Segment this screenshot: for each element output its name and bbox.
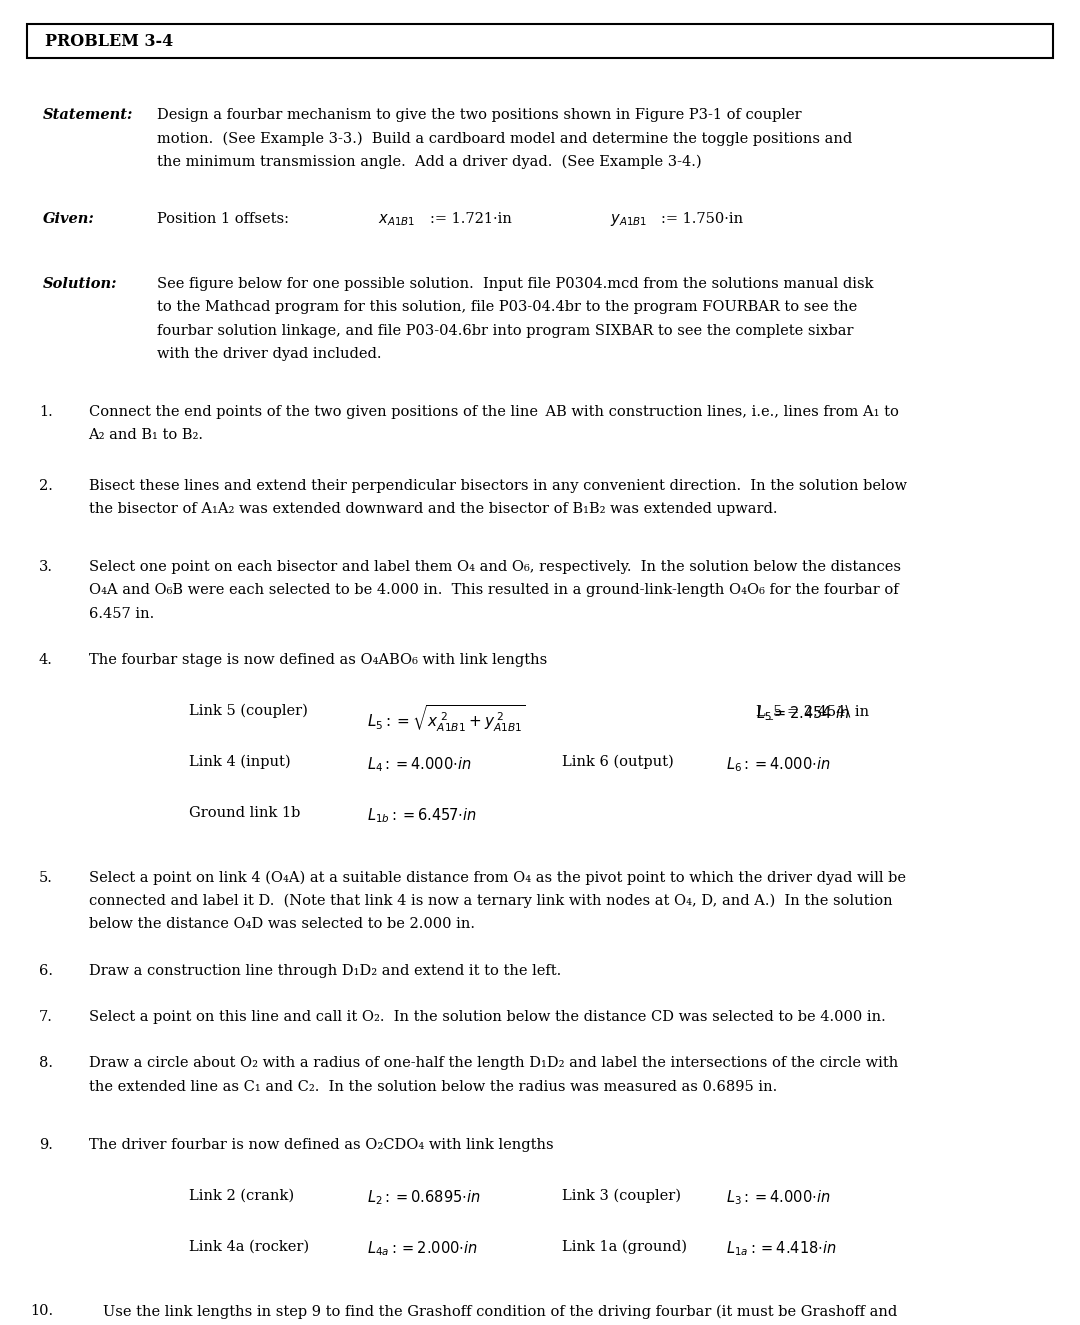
Text: below the distance O₄D was selected to be 2.000 in.: below the distance O₄D was selected to b… — [89, 917, 474, 931]
Text: Bisect these lines and extend their perpendicular bisectors in any convenient di: Bisect these lines and extend their perp… — [89, 478, 906, 493]
Text: Solution:: Solution: — [43, 277, 118, 292]
Text: Design a fourbar mechanism to give the two positions shown in Figure P3-1 of cou: Design a fourbar mechanism to give the t… — [157, 109, 801, 122]
Text: O₄A and O₆B were each selected to be 4.000 in.  This resulted in a ground-link-l: O₄A and O₆B were each selected to be 4.0… — [89, 583, 899, 598]
Text: Select a point on link 4 (O₄A) at a suitable distance from O₄ as the pivot point: Select a point on link 4 (O₄A) at a suit… — [89, 871, 905, 885]
Text: 7.: 7. — [39, 1010, 53, 1024]
Text: Connect the end points of the two given positions of the line  AB with construct: Connect the end points of the two given … — [89, 404, 899, 419]
Text: $L_{1b} := 6.457{\cdot}in$: $L_{1b} := 6.457{\cdot}in$ — [367, 806, 477, 824]
Text: L_5 = 2.454\ in: L_5 = 2.454\ in — [756, 704, 869, 718]
Text: := 1.721·in: := 1.721·in — [430, 212, 512, 227]
Text: Statement:: Statement: — [43, 109, 134, 122]
Text: := 1.750·in: := 1.750·in — [661, 212, 743, 227]
Text: Link 5 (coupler): Link 5 (coupler) — [189, 704, 308, 718]
Text: Select one point on each bisector and label them O₄ and O₆, respectively.  In th: Select one point on each bisector and la… — [89, 560, 901, 574]
Text: Link 1a (ground): Link 1a (ground) — [562, 1239, 687, 1253]
Text: 4.: 4. — [39, 653, 53, 666]
Text: Position 1 offsets:: Position 1 offsets: — [157, 212, 288, 227]
Text: $L_3 := 4.000{\cdot}in$: $L_3 := 4.000{\cdot}in$ — [726, 1189, 831, 1207]
Text: Select a point on this line and call it O₂.  In the solution below the distance : Select a point on this line and call it … — [89, 1010, 886, 1024]
Text: See figure below for one possible solution.  Input file P0304.mcd from the solut: See figure below for one possible soluti… — [157, 277, 873, 292]
Text: Ground link 1b: Ground link 1b — [189, 806, 300, 820]
Text: $y_{A1B1}$: $y_{A1B1}$ — [610, 212, 647, 228]
Text: 1.: 1. — [39, 404, 53, 419]
Text: motion.  (See Example 3-3.)  Build a cardboard model and determine the toggle po: motion. (See Example 3-3.) Build a cardb… — [157, 131, 852, 146]
Text: 10.: 10. — [30, 1304, 53, 1318]
Text: PROBLEM 3-4: PROBLEM 3-4 — [45, 33, 174, 49]
Text: $L_{1a} := 4.418{\cdot}in$: $L_{1a} := 4.418{\cdot}in$ — [726, 1239, 837, 1259]
Text: The fourbar stage is now defined as O₄ABO₆ with link lengths: The fourbar stage is now defined as O₄AB… — [89, 653, 546, 666]
Text: $L_{4a} := 2.000{\cdot}in$: $L_{4a} := 2.000{\cdot}in$ — [367, 1239, 478, 1259]
Text: $L_5 := \sqrt{x_{A1B1}^{\;2} + y_{A1B1}^{\;2}}$: $L_5 := \sqrt{x_{A1B1}^{\;2} + y_{A1B1}^… — [367, 704, 526, 734]
Text: Link 3 (coupler): Link 3 (coupler) — [562, 1189, 680, 1203]
Text: Link 4a (rocker): Link 4a (rocker) — [189, 1239, 309, 1253]
Text: connected and label it D.  (Note that link 4 is now a ternary link with nodes at: connected and label it D. (Note that lin… — [89, 894, 892, 909]
Text: with the driver dyad included.: with the driver dyad included. — [157, 347, 381, 360]
Text: 8.: 8. — [39, 1056, 53, 1071]
Text: A₂ and B₁ to B₂.: A₂ and B₁ to B₂. — [89, 428, 203, 443]
Text: The driver fourbar is now defined as O₂CDO₄ with link lengths: The driver fourbar is now defined as O₂C… — [89, 1137, 553, 1151]
Text: $L_6 := 4.000{\cdot}in$: $L_6 := 4.000{\cdot}in$ — [726, 755, 831, 774]
Text: Link 2 (crank): Link 2 (crank) — [189, 1189, 294, 1203]
Text: 6.: 6. — [39, 963, 53, 978]
Text: Given:: Given: — [43, 212, 95, 227]
Bar — [27, 24, 1053, 58]
Text: the extended line as C₁ and C₂.  In the solution below the radius was measured a: the extended line as C₁ and C₂. In the s… — [89, 1080, 777, 1093]
Text: Link 4 (input): Link 4 (input) — [189, 755, 291, 770]
Text: Draw a circle about O₂ with a radius of one-half the length D₁D₂ and label the i: Draw a circle about O₂ with a radius of … — [89, 1056, 897, 1071]
Text: fourbar solution linkage, and file P03-04.6br into program SIXBAR to see the com: fourbar solution linkage, and file P03-0… — [157, 323, 853, 338]
Text: the bisector of A₁A₂ was extended downward and the bisector of B₁B₂ was extended: the bisector of A₁A₂ was extended downwa… — [89, 502, 778, 517]
Text: 9.: 9. — [39, 1137, 53, 1151]
Text: 3.: 3. — [39, 560, 53, 574]
Text: $x_{A1B1}$: $x_{A1B1}$ — [378, 212, 415, 228]
Text: 5.: 5. — [39, 871, 53, 885]
Text: $L_5 = 2.454\ \mathit{in}$: $L_5 = 2.454\ \mathit{in}$ — [756, 704, 850, 722]
Text: Use the link lengths in step 9 to find the Grashoff condition of the driving fou: Use the link lengths in step 9 to find t… — [103, 1304, 896, 1318]
Text: 6.457 in.: 6.457 in. — [89, 607, 153, 620]
Text: 2.: 2. — [39, 478, 53, 493]
Text: $L_2 := 0.6895{\cdot}in$: $L_2 := 0.6895{\cdot}in$ — [367, 1189, 481, 1207]
Text: Link 6 (output): Link 6 (output) — [562, 755, 673, 770]
Text: the minimum transmission angle.  Add a driver dyad.  (See Example 3-4.): the minimum transmission angle. Add a dr… — [157, 155, 701, 168]
Text: to the Mathcad program for this solution, file P03-04.4br to the program FOURBAR: to the Mathcad program for this solution… — [157, 301, 856, 314]
Text: Draw a construction line through D₁D₂ and extend it to the left.: Draw a construction line through D₁D₂ an… — [89, 963, 561, 978]
Text: $L_4 := 4.000{\cdot}in$: $L_4 := 4.000{\cdot}in$ — [367, 755, 472, 774]
